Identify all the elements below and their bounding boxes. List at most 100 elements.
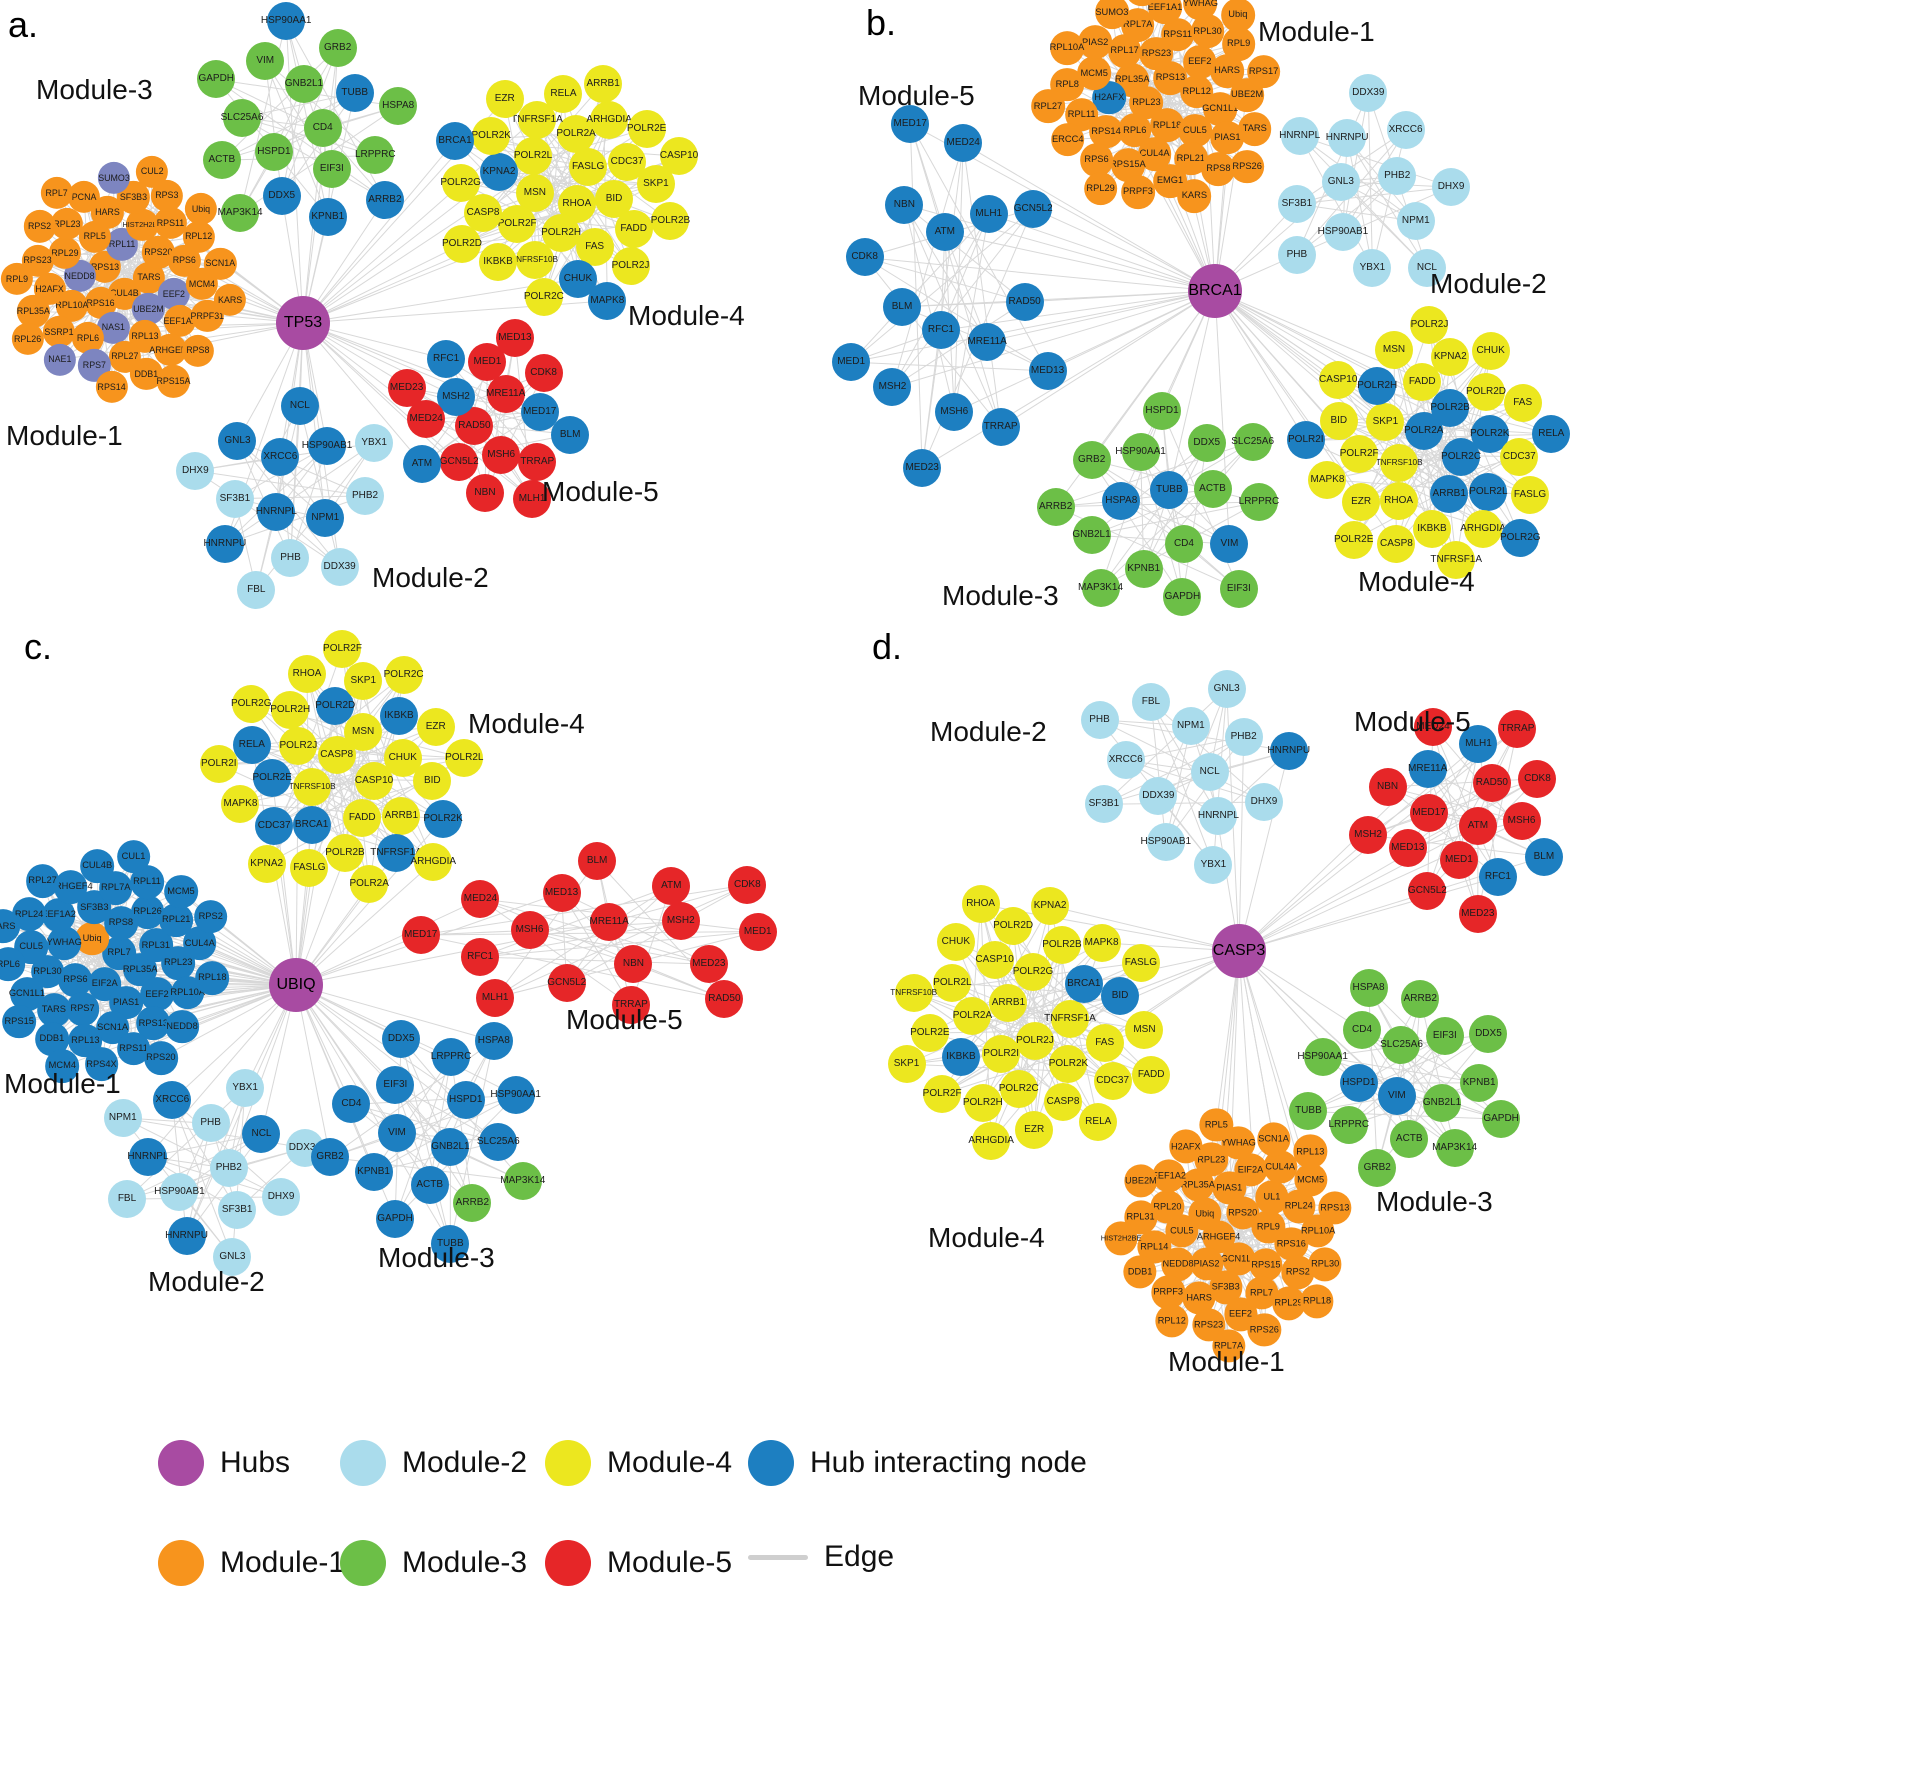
network-node: ARRB1 (382, 796, 421, 835)
network-node: FAS (1503, 383, 1542, 422)
module-label: Module-2 (148, 1266, 265, 1297)
module-label: Module-5 (542, 476, 659, 507)
network-node: RPL35A (17, 295, 50, 328)
network-node: RPL7A (1211, 1328, 1246, 1363)
network-node: HIST2H2BE (1101, 1221, 1142, 1255)
network-node: RPL13 (1293, 1134, 1327, 1169)
network-node: UBE2M (1124, 1164, 1158, 1198)
network-node: MED1 (738, 912, 777, 951)
network-node: MSH2 (661, 902, 700, 941)
network-node: TRRAP (611, 986, 650, 1025)
network-node: MED23 (387, 368, 426, 407)
network-node: EIF3I (1425, 1017, 1464, 1056)
network-node: POLR2G (1500, 518, 1541, 557)
network-node: FBL (107, 1180, 146, 1219)
network-node: EIF2A (1233, 1152, 1268, 1187)
network-node: GNB2L1 (431, 1128, 470, 1167)
module-5-swatch (545, 1540, 591, 1586)
network-node: CDK8 (524, 354, 563, 393)
network-node: BRCA1 (292, 805, 331, 844)
network-node: NAE1 (43, 343, 76, 376)
network-node: RELA (544, 74, 583, 113)
network-node: CASP10 (660, 137, 698, 176)
module-label: Module-3 (36, 74, 153, 105)
network-node: GAPDH (376, 1199, 415, 1238)
network-node: RPS17 (1246, 54, 1281, 89)
network-node: EIF3I (312, 150, 351, 189)
network-node: XRCC6 (1106, 741, 1145, 780)
network-node: ACTB (202, 141, 241, 180)
network-node: DDX5 (262, 176, 301, 215)
legend-label: Module-3 (402, 1546, 528, 1579)
network-node: DHX9 (1244, 782, 1283, 821)
network-node: POLR2L (933, 963, 972, 1002)
network-node: GNB2L1 (285, 64, 323, 103)
network-node: CDK8 (845, 238, 884, 277)
network-node: FASLG (1121, 943, 1160, 982)
network-node: MSN (1125, 1010, 1164, 1049)
network-node: CD4 (303, 109, 342, 147)
network-node: RPL6 (71, 321, 105, 355)
network-node: POLR2I (1286, 421, 1325, 460)
network-node: ATM (1458, 806, 1497, 845)
legend-item-edge: Edge (748, 1540, 894, 1574)
network-node: GCN5L2 (547, 964, 586, 1003)
network-node: YBX1 (355, 424, 394, 463)
network-node: TUBB (335, 74, 374, 113)
network-node: CUL1 (116, 839, 151, 874)
network-node: MCM5 (164, 874, 198, 909)
network-node: POLR2K (472, 117, 511, 156)
legend-label: Module-1 (220, 1546, 346, 1579)
network-node: CUL4B (80, 848, 115, 883)
network-node: RPL29 (48, 236, 82, 270)
network-node: SLC25A6 (221, 98, 263, 137)
network-node: RPL12 (182, 220, 215, 253)
network-node: ARRB1 (584, 64, 623, 103)
network-node: POLR2H (1357, 366, 1397, 405)
network-node: CASP8 (1044, 1082, 1083, 1121)
network-node: PRPF3 (1121, 175, 1155, 210)
network-node: IKBKB (941, 1038, 980, 1076)
network-node: POLR2I (199, 745, 238, 784)
network-node: CASP8 (1377, 525, 1416, 564)
network-node: HNRNPU (203, 525, 246, 564)
network-node: NCL (280, 387, 319, 426)
network-node: PCNA (67, 180, 101, 214)
network-node: BRCA1 (1064, 964, 1103, 1003)
network-node: POLR2L (445, 739, 483, 778)
network-node: HSP90AA1 (490, 1076, 541, 1115)
network-node: TNFRSF1A (1430, 541, 1482, 580)
network-node: RPS6 (1079, 143, 1114, 177)
network-node: MED17 (891, 104, 930, 143)
network-node: BLM (551, 415, 590, 454)
module-label: Module-4 (468, 708, 585, 739)
network-node: RPL7 (40, 176, 73, 210)
network-node: POLR2E (910, 1014, 950, 1053)
network-node: RAD50 (705, 979, 744, 1018)
network-node: NBN (465, 473, 504, 512)
network-node: BID (1319, 402, 1358, 441)
module-1-swatch (158, 1540, 204, 1586)
network-node: RPL20 (1150, 1189, 1185, 1224)
network-node: FBL (237, 570, 276, 609)
network-node: ACTB (410, 1166, 449, 1205)
network-node: GRB2 (311, 1138, 350, 1177)
legend-item-module-1: Module-1 (158, 1540, 345, 1586)
network-node: BLM (883, 287, 921, 326)
network-node: POLR2J (611, 247, 650, 286)
hubs-swatch (158, 1440, 204, 1486)
network-node: RFC1 (427, 340, 466, 379)
network-node: EZR (416, 707, 455, 746)
network-node: FADD (1403, 363, 1442, 402)
network-node: FASLG (1511, 475, 1550, 514)
network-node: FASLG (569, 147, 608, 186)
network-node: RPS20 (144, 1041, 178, 1075)
network-node: ATM (925, 213, 964, 252)
network-node: POLR2F (1340, 434, 1379, 473)
network-node: BID (413, 761, 452, 800)
network-node: RPL27 (25, 864, 60, 898)
network-node: MLH1 (969, 194, 1008, 233)
module-label: Module-1 (6, 420, 123, 451)
network-node: NBN (1368, 767, 1407, 806)
